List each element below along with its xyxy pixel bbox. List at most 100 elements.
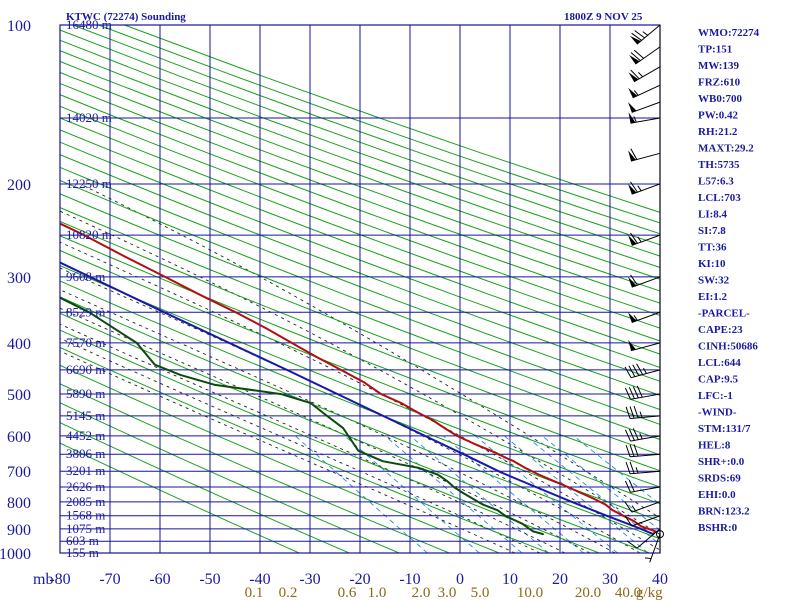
dewpoint-point bbox=[280, 393, 282, 395]
temperature-point bbox=[83, 234, 85, 237]
height-label: 1075 m bbox=[66, 521, 105, 536]
plot-area bbox=[38, 25, 660, 553]
wind-barb-half bbox=[644, 557, 652, 560]
dewpoint-point bbox=[532, 530, 534, 533]
mixing-ratio-unit-label: g/kg bbox=[636, 585, 663, 600]
dewpoint-point bbox=[482, 503, 485, 506]
wind-barb bbox=[628, 84, 661, 99]
dry-adiabat bbox=[60, 249, 660, 488]
wind-barb-half bbox=[639, 433, 643, 440]
dewpoint-point bbox=[521, 522, 524, 525]
dry-adiabat bbox=[60, 129, 660, 355]
wind-barb-half bbox=[631, 505, 636, 512]
index-line: EI:1.2 bbox=[698, 291, 728, 303]
index-line: PW:0.42 bbox=[698, 110, 739, 122]
wind-barb bbox=[624, 480, 661, 493]
temperature-tick-label: 40 bbox=[652, 571, 668, 588]
temperature-point bbox=[443, 427, 446, 429]
dry-adiabat bbox=[60, 82, 660, 304]
mixing-ratio-label: 40.0 bbox=[615, 585, 641, 600]
wind-barb-staff bbox=[631, 515, 661, 527]
height-labels: 16480 m 14020 m 12250 m 10820 m 9608 m 8529 m… bbox=[66, 17, 112, 560]
temperature-point bbox=[472, 442, 475, 445]
wind-barb-flag bbox=[624, 515, 633, 527]
parcel-point bbox=[605, 514, 608, 517]
temperature-tick-label: 10 bbox=[502, 571, 518, 588]
wind-barb-flag bbox=[628, 428, 635, 441]
wind-barb-half bbox=[637, 185, 642, 192]
index-line: SW:32 bbox=[698, 275, 730, 287]
pressure-unit-label: mb bbox=[33, 571, 53, 588]
wind-barb-flag bbox=[630, 181, 638, 193]
parcel-point bbox=[286, 369, 288, 371]
parcel-point bbox=[336, 393, 339, 395]
mixing-ratio-label: 0.6 bbox=[338, 585, 357, 600]
index-line: EHI:0.0 bbox=[698, 489, 736, 501]
height-label: 16480 m bbox=[66, 17, 112, 32]
height-label: 155 m bbox=[66, 545, 99, 560]
parcel-point bbox=[424, 435, 426, 437]
dewpoint-point bbox=[417, 467, 420, 469]
wind-barb-flag bbox=[630, 52, 641, 61]
pressure-label: 300 bbox=[7, 270, 31, 287]
mixing-ratio-label: 3.0 bbox=[438, 585, 457, 600]
temperature-tick-label: 0 bbox=[456, 571, 464, 588]
temperature-point bbox=[124, 256, 127, 258]
wind-barb-staff bbox=[630, 453, 661, 458]
surface-wind-circle bbox=[656, 530, 664, 539]
dewpoint-point bbox=[542, 533, 544, 535]
temperature-tick-label: -80 bbox=[49, 571, 70, 588]
dry-adiabat bbox=[60, 94, 660, 317]
wind-barb-staff bbox=[631, 501, 661, 513]
temperature-point bbox=[431, 419, 434, 421]
wind-barb-flag bbox=[629, 406, 635, 419]
temperature-point bbox=[43, 215, 45, 217]
wind-barb-flag bbox=[632, 428, 639, 440]
temperature-point bbox=[593, 498, 595, 500]
wind-barb-flag bbox=[625, 444, 631, 457]
wind-barb bbox=[625, 444, 661, 458]
index-line: WMO:72274 bbox=[698, 27, 760, 39]
wind-barb-staff bbox=[631, 234, 661, 246]
temperature-point bbox=[604, 503, 607, 506]
dewpoint-point bbox=[38, 284, 40, 286]
height-label: 3806 m bbox=[66, 446, 105, 461]
wind-barb-half bbox=[633, 315, 638, 321]
wind-barb-flag bbox=[630, 232, 638, 244]
wind-barb-flag bbox=[624, 429, 631, 442]
wind-barb-flag bbox=[624, 366, 632, 378]
wind-barbs bbox=[624, 24, 664, 563]
mixing-ratio-label: 1.0 bbox=[368, 585, 387, 600]
temperature-point bbox=[340, 369, 342, 371]
wind-barb-half bbox=[638, 72, 644, 78]
dry-adiabat bbox=[60, 105, 660, 329]
index-line: L57:6.3 bbox=[698, 176, 734, 188]
temperature-point bbox=[611, 509, 614, 512]
wind-barb-flag bbox=[632, 386, 639, 399]
dry-adiabat bbox=[98, 25, 660, 224]
wind-barb-flag bbox=[626, 540, 638, 549]
wind-barb-flag bbox=[630, 148, 638, 160]
temperature-point bbox=[164, 276, 167, 278]
height-label: 12250 m bbox=[66, 176, 112, 191]
mixing-ratio-line bbox=[443, 435, 584, 553]
wind-barb-flag bbox=[633, 444, 639, 457]
dry-adiabat bbox=[60, 71, 660, 292]
temperature-labels: -80 -70 -60 -50 -40 -30 -20 -10 0 10 20 30 40 bbox=[49, 571, 668, 588]
dry-adiabat bbox=[60, 206, 660, 440]
index-line: SRDS:69 bbox=[698, 473, 741, 485]
wind-barb-flag bbox=[632, 364, 640, 376]
index-line: BSHR:0 bbox=[698, 522, 738, 534]
index-line: CAPE:23 bbox=[698, 324, 743, 336]
wind-barb-staff bbox=[630, 415, 661, 419]
dry-adiabat bbox=[60, 154, 660, 382]
wind-barb-flag bbox=[629, 461, 635, 474]
temperature-point bbox=[640, 525, 642, 528]
wind-barb-staff bbox=[630, 393, 661, 400]
wind-barb-flag bbox=[629, 444, 635, 457]
parcel-point bbox=[382, 415, 384, 417]
temperature-tick-label: -60 bbox=[149, 571, 170, 588]
index-line: TP:151 bbox=[698, 44, 732, 56]
